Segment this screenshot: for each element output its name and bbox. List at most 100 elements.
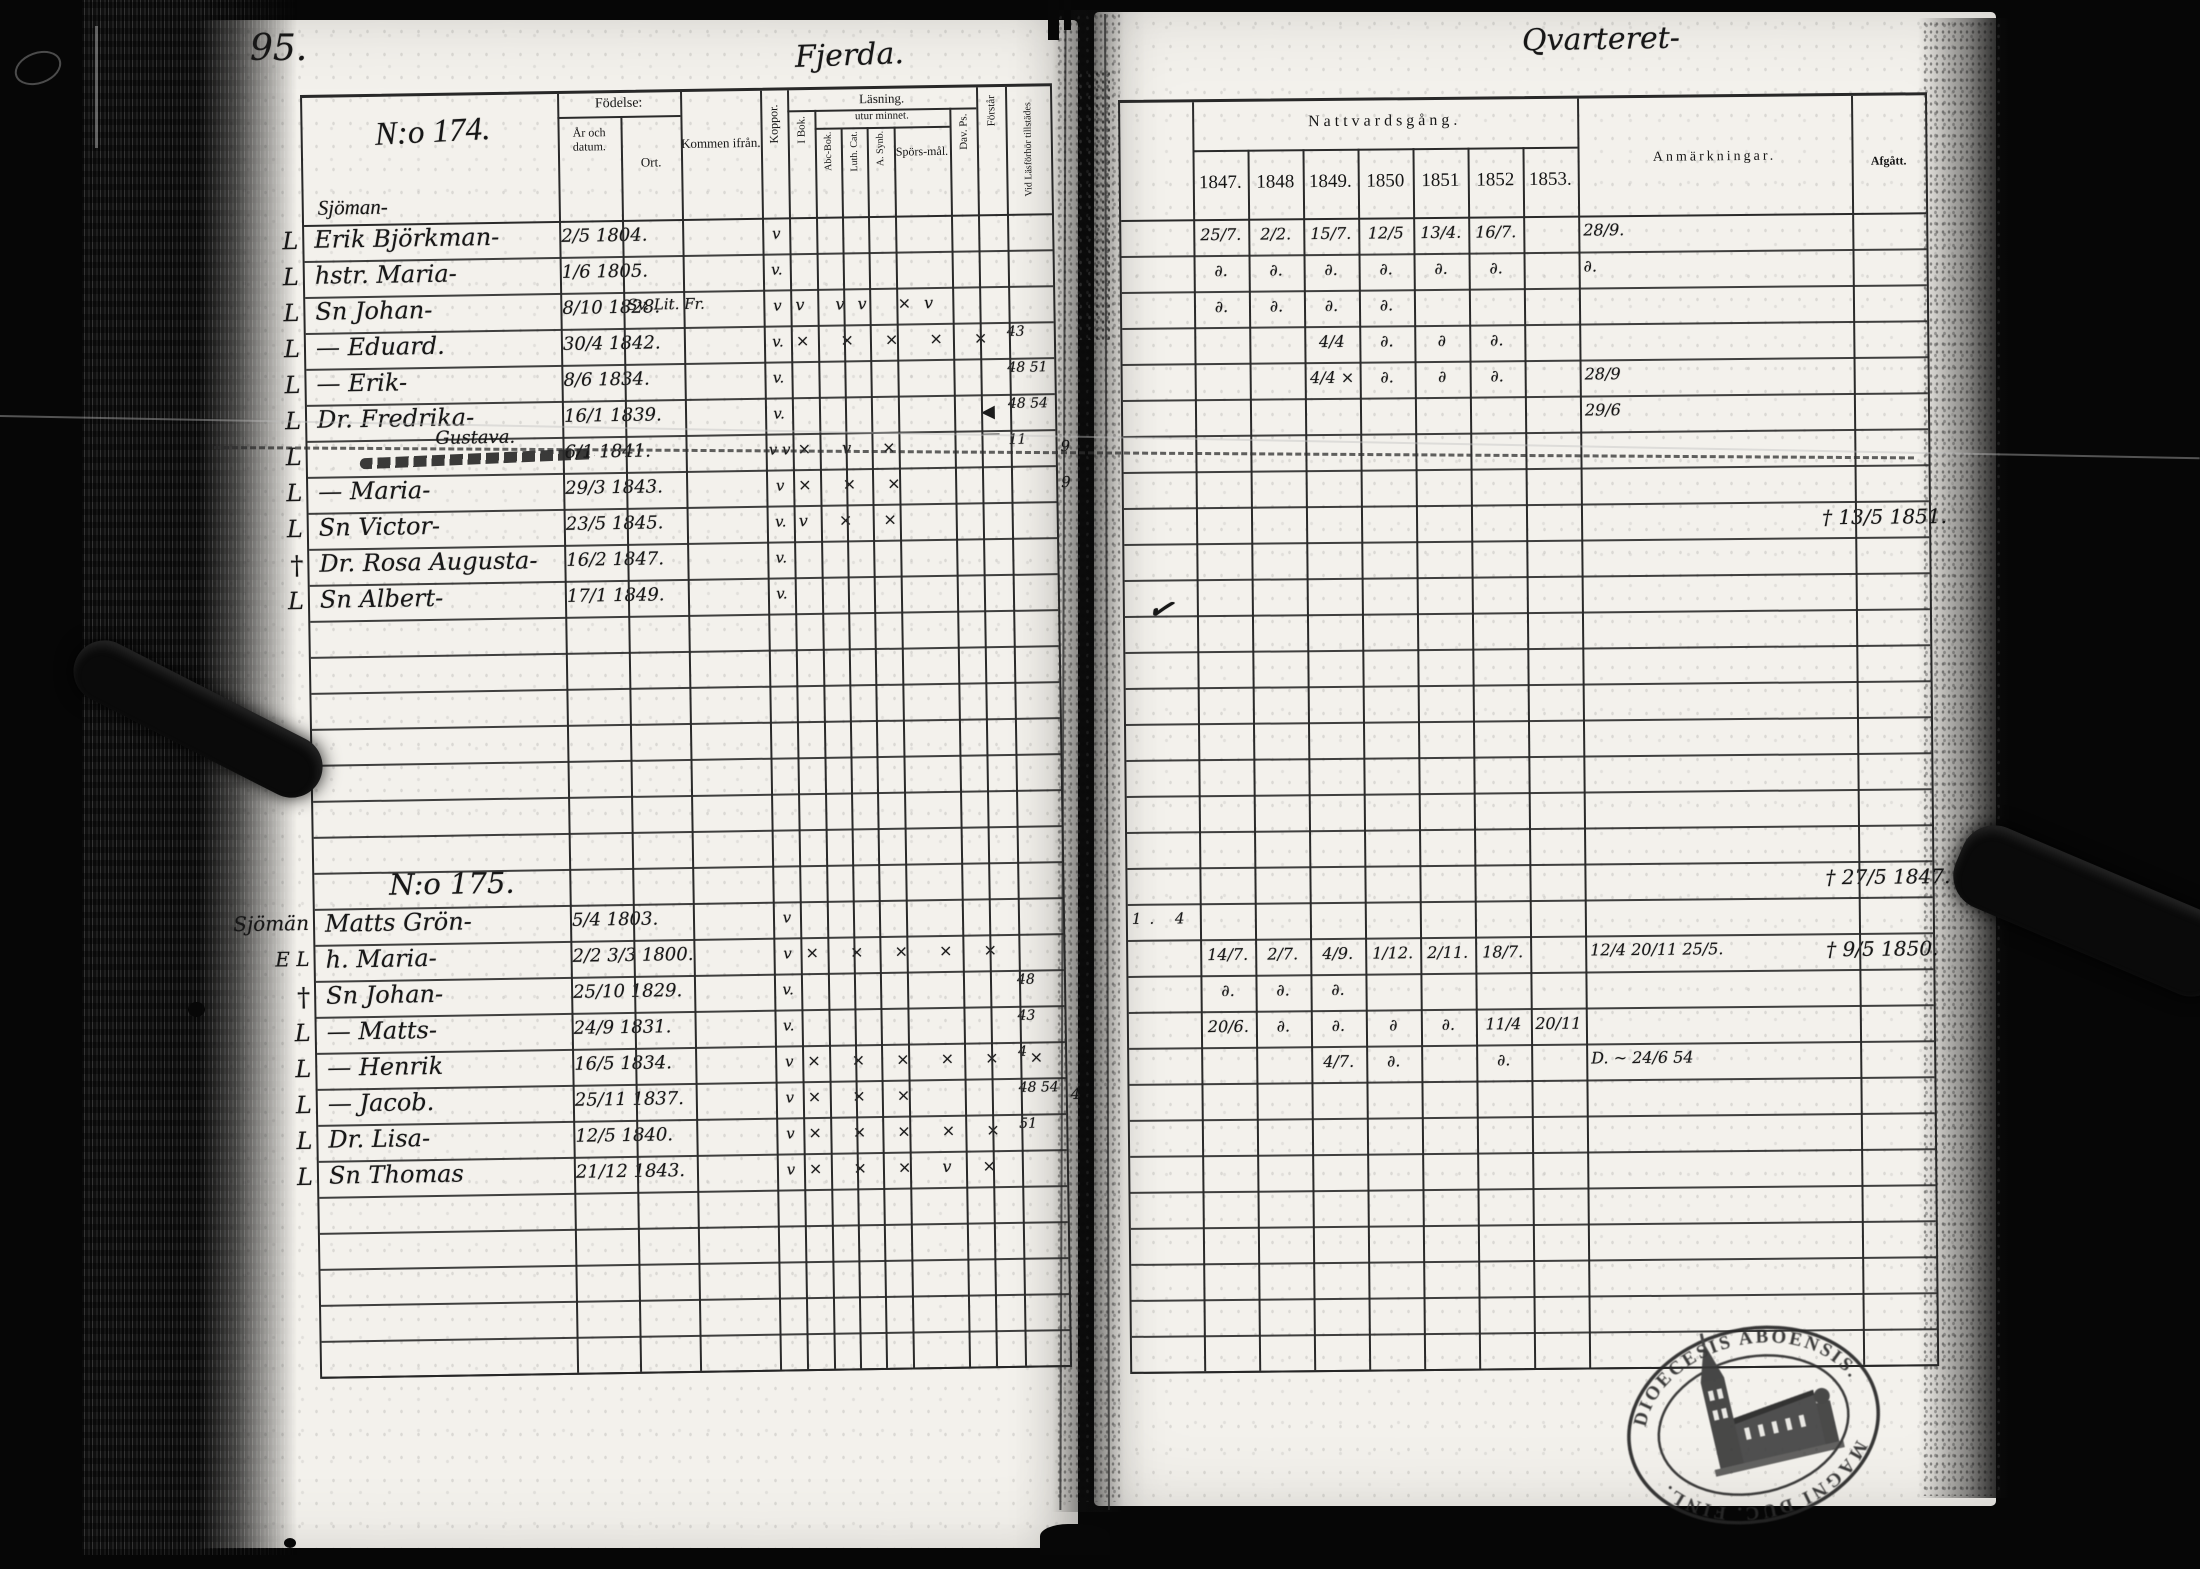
communion-date-cell: 2/7. (1267, 944, 1299, 964)
attendance-note: 43 (1017, 1007, 1036, 1024)
communion-date-cell: 4/4 × (1309, 367, 1355, 388)
communion-date-cell: 2/2. (1260, 224, 1292, 244)
vaccination-mark: v. (772, 368, 785, 387)
reading-marks: × × × v × (808, 1155, 1010, 1179)
reading-marks: × × × × × × (807, 1047, 1057, 1071)
margin-mark: L (286, 515, 304, 544)
remark-cell: 28/9. (1583, 220, 1625, 240)
vaccination-mark: v. (773, 404, 785, 423)
communion-date-cell: ∂. (1490, 366, 1504, 386)
communion-date-cell: 2/11. (1427, 942, 1469, 963)
death-note: † 9/5 1850. (1826, 936, 1939, 962)
name-cell: Dr. Rosa Augusta- (319, 546, 538, 578)
year-1851: 1851 (1421, 169, 1460, 192)
vaccination-mark: v (784, 1052, 794, 1071)
header-kommen-ifran: Kommen ifrån. (680, 134, 761, 152)
name-cell: Erik Björkman- (314, 222, 500, 254)
film-mark (1064, 0, 1071, 30)
communion-date-cell: ∂. (1276, 980, 1290, 1000)
stamp-cathedral (1699, 1333, 1845, 1477)
film-scribble (9, 44, 67, 92)
record-number-175: N:o 175. (388, 865, 515, 902)
margin-mark: E L (275, 946, 310, 972)
reading-marks: × × × × × (795, 328, 1001, 351)
margin-mark: L (283, 335, 301, 364)
communion-date-cell: ∂. (1214, 260, 1228, 281)
communion-date-cell: ∂. (1331, 979, 1345, 999)
vaccination-mark: v (783, 944, 792, 963)
communion-date-cell: ∂ (1437, 366, 1447, 386)
ink-blot (284, 1538, 296, 1548)
film-mark (1048, 0, 1059, 40)
vaccination-mark: v. (782, 980, 794, 999)
name-cell: Dr. Lisa- (328, 1124, 431, 1154)
communion-date-cell: ∂. (1269, 260, 1283, 280)
death-note: † 13/5 1851. (1821, 504, 1948, 530)
communion-date-cell: 4/7. (1323, 1051, 1355, 1072)
header-koppor: Koppor. (766, 104, 781, 144)
margin-mark: L (296, 1126, 313, 1156)
name-cell: — Maria- (318, 476, 431, 506)
communion-date-cell: 4/4 (1318, 331, 1345, 352)
margin-mark: L (286, 479, 303, 508)
year-1847: 1847. (1198, 171, 1242, 194)
attendance-note: 43 (1006, 323, 1025, 340)
record-number-174: N:o 174. (373, 111, 492, 153)
attendance-note: 4 (1017, 1043, 1028, 1060)
reading-marks: × × × (798, 473, 914, 495)
header-vid-lasforhor: Vid Läsförhör tillstädes (1021, 102, 1035, 197)
communion-date-cell: ∂. (1276, 1016, 1291, 1036)
header-anmarkningar: Anmärkningar. (1652, 148, 1777, 165)
gutter-note: 9 (1061, 472, 1071, 492)
communion-date-cell: ∂. (1434, 258, 1448, 278)
vaccination-mark: v. (776, 584, 788, 603)
communion-date-cell: 25/7. (1200, 224, 1242, 245)
occupation-label: Sjöman- (317, 194, 388, 220)
name-cell: — Matts- (326, 1015, 438, 1046)
right-page-caption: Qvarteret- (1521, 20, 1681, 59)
vaccination-mark: v. (772, 332, 784, 351)
name-cell: h. Maria- (325, 943, 437, 974)
communion-date-cell: ∂. (1221, 980, 1235, 1001)
name-cell: Sn Albert- (319, 583, 444, 614)
margin-mark: L (295, 1054, 312, 1084)
left-page-caption: Fjerda. (794, 36, 905, 75)
reading-marks: v × × (798, 509, 910, 531)
reading-marks: × × × × × (808, 1119, 1013, 1143)
margin-mark: L (295, 1090, 313, 1120)
origin-note: Sv. Lit. Fr. (627, 294, 706, 314)
name-cell: Sn Johan- (325, 979, 444, 1010)
margin-mark: L (287, 587, 305, 616)
margin-mark: L (282, 263, 300, 292)
communion-date-cell: 20/11 (1535, 1013, 1582, 1034)
header-afgatt: Afgått. (1870, 153, 1907, 168)
name-cell: hstr. Maria- (314, 259, 458, 290)
header-dav-ps: Dav. Ps. (956, 113, 970, 150)
vaccination-mark: v (786, 1160, 796, 1179)
header-a-synb: A. Synb. (874, 130, 887, 167)
header-ar-och-datum: År och datum. (572, 125, 606, 154)
communion-date-cell: 15/7. (1310, 223, 1352, 244)
communion-date-cell: ∂. (1441, 1014, 1456, 1034)
communion-date-cell: ∂. (1379, 295, 1394, 315)
name-cell: — Jacob. (327, 1088, 435, 1118)
attendance-note: 51 (1019, 1115, 1038, 1132)
communion-date-cell: ∂. (1324, 259, 1338, 280)
communion-date-cell: ∂ (1389, 1015, 1398, 1035)
name-cell: — Henrik (327, 1051, 444, 1082)
header-sporsmal: Spörs-mål. (895, 143, 949, 159)
vaccination-mark: v. (775, 548, 788, 567)
page-edge-shadow (1918, 18, 2010, 1498)
header-forstar: Förstår (984, 95, 998, 127)
communion-date-cell: ∂. (1380, 331, 1394, 351)
communion-date-cell: 16/7. (1475, 222, 1517, 242)
film-mark (1040, 1524, 1110, 1555)
communion-date-cell: ∂ (1437, 330, 1447, 350)
communion-date-cell: 11/4 (1485, 1014, 1522, 1034)
vaccination-mark: v. (782, 1016, 795, 1035)
vaccination-mark: v. (770, 260, 783, 279)
household-ledger-table: Födelse: År och datum. Ort. Kommen ifrån… (233, 83, 1080, 1379)
remark-cell: 28/9 (1584, 364, 1621, 384)
remark-cell: ∂. (1583, 256, 1598, 276)
